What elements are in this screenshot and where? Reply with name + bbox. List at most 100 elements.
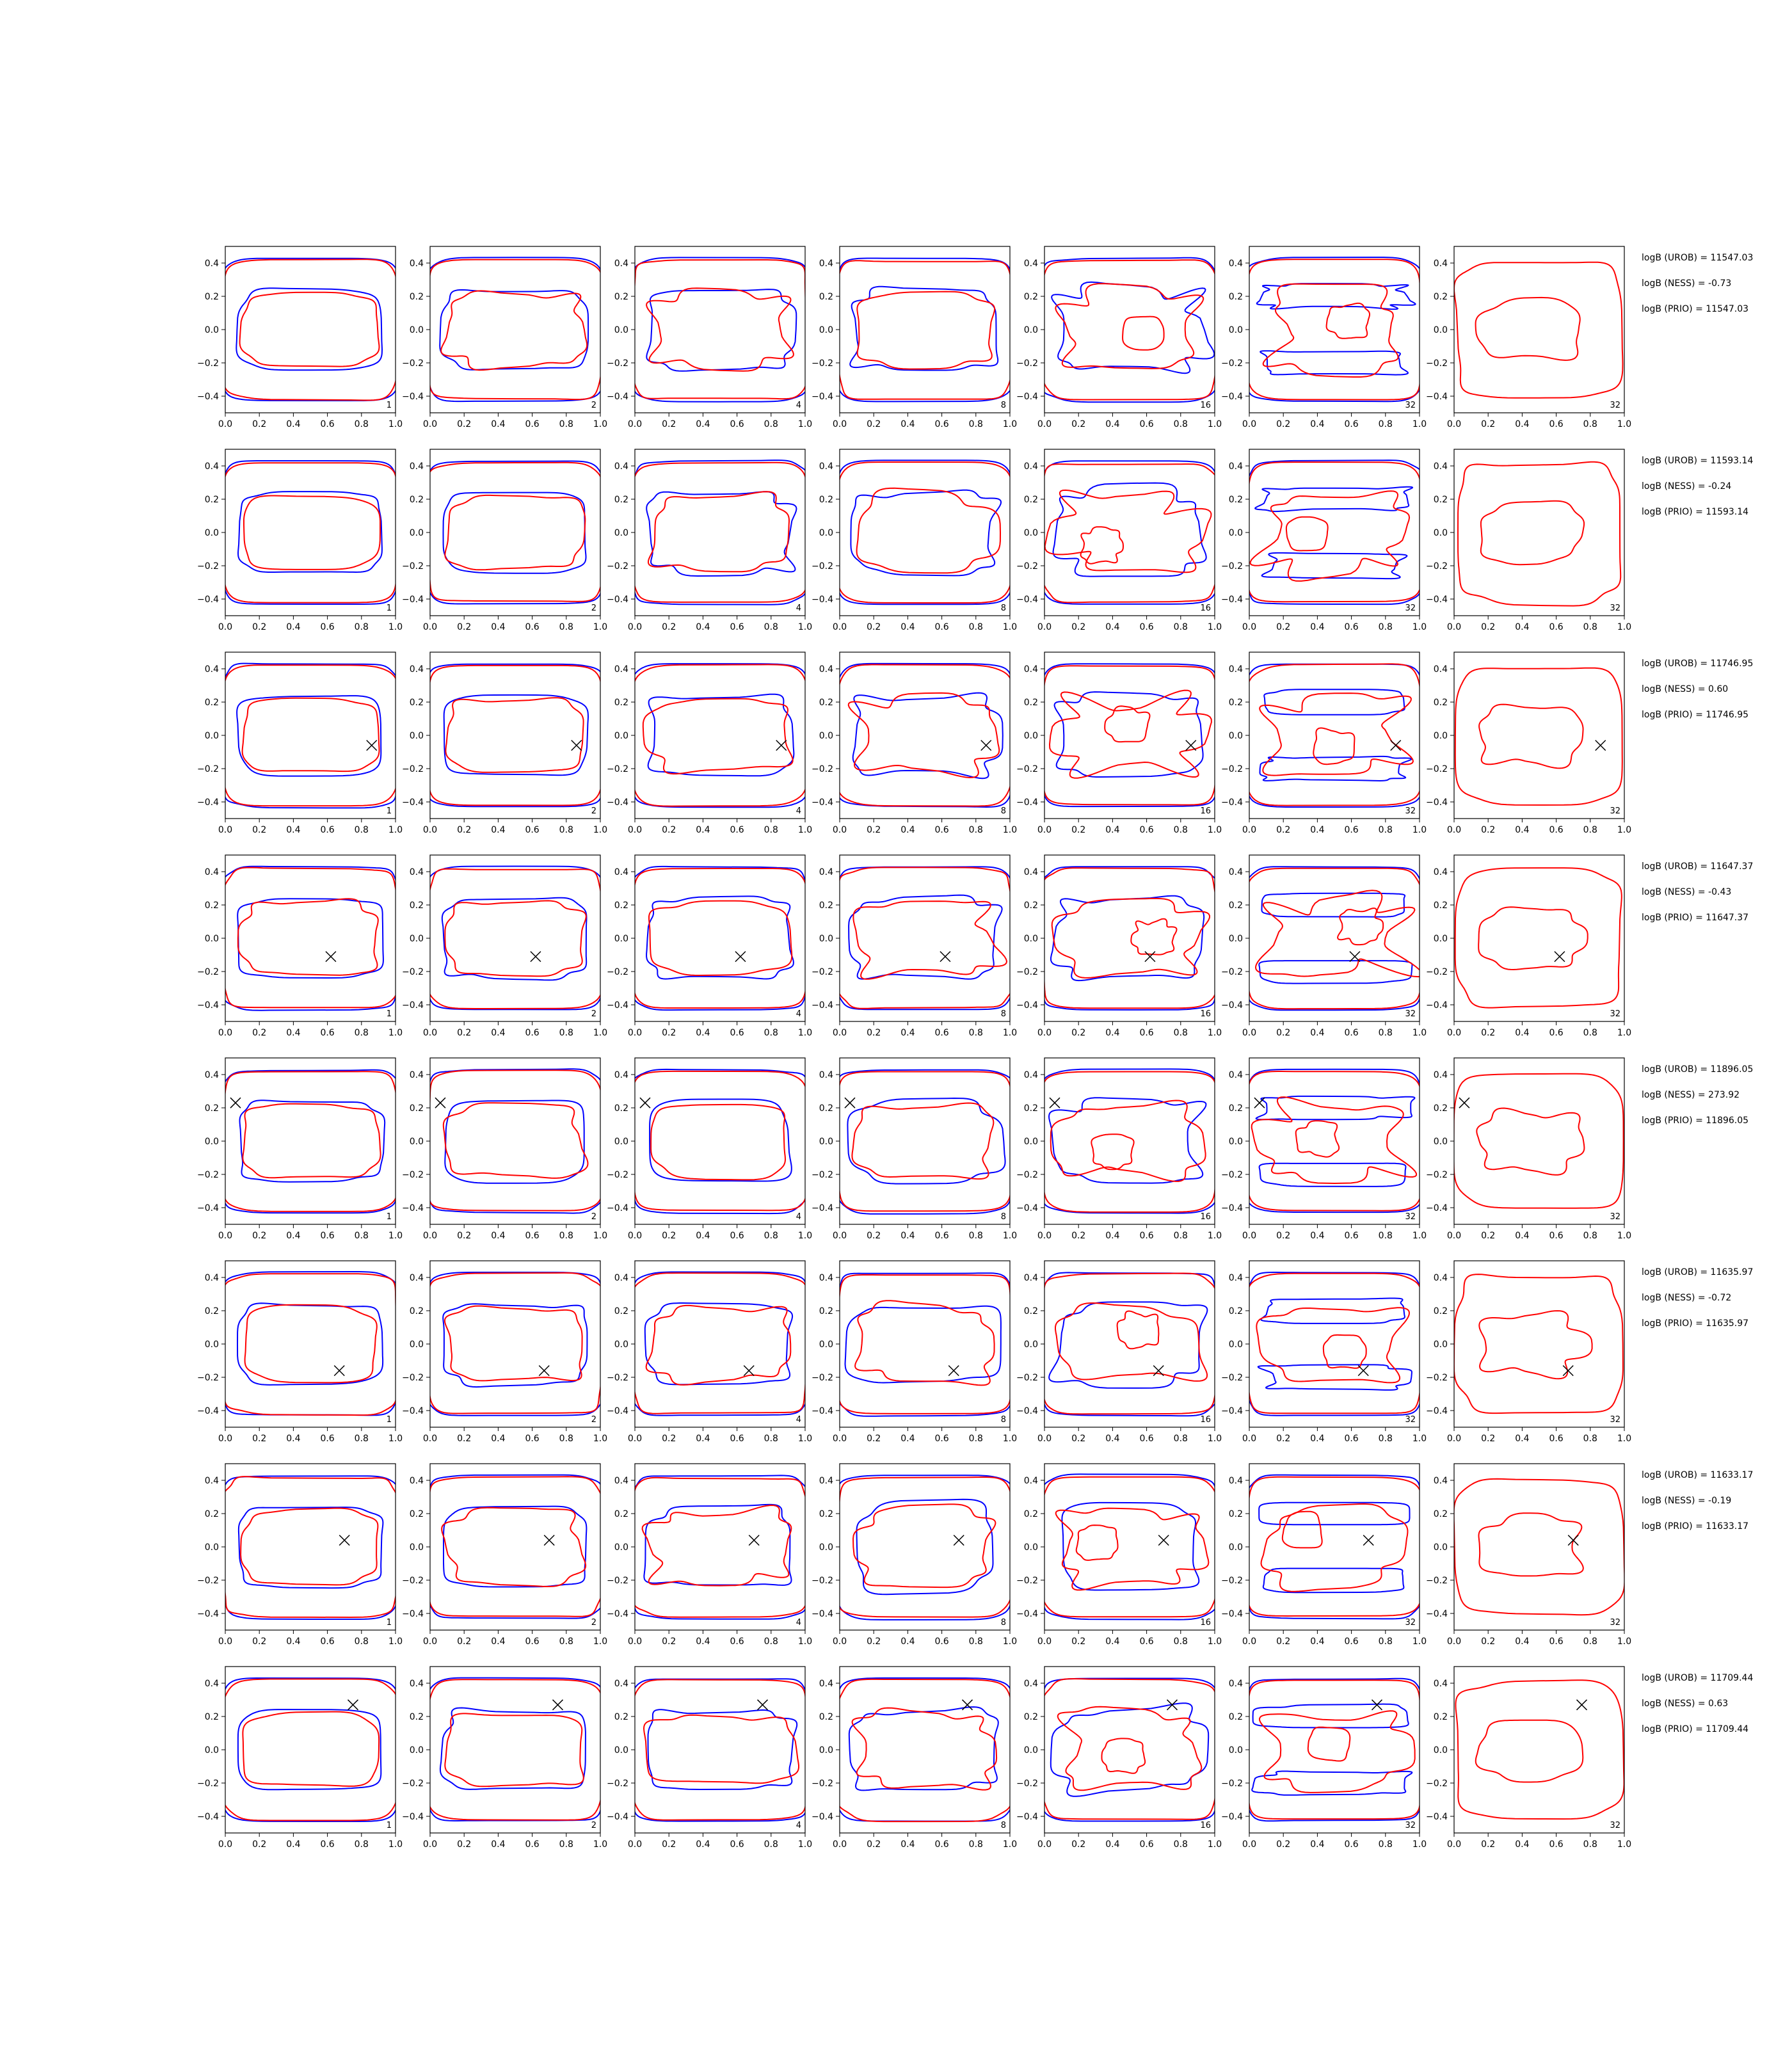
blue-contour-outer <box>1044 1068 1215 1214</box>
y-tick-label: −0.2 <box>607 1170 628 1180</box>
y-tick-label: −0.2 <box>1016 764 1038 774</box>
contours <box>1249 663 1420 808</box>
blue-contour-inner <box>644 1302 794 1386</box>
x-tick-label: 1.0 <box>1617 825 1631 835</box>
x-tick-label: 0.0 <box>423 1434 437 1444</box>
red-contour-blob <box>1104 705 1151 743</box>
x-tick-label: 0.8 <box>355 1028 369 1038</box>
red-contour-outer <box>225 1476 396 1619</box>
x-tick-label: 0.8 <box>559 1231 573 1241</box>
panel-r1-c4: 0.0 0.2 0.4 0.6 0.8 1.0 0.4 0.2 0.0 −0.2 −0.4 8 <box>812 246 1017 429</box>
y-tick-label: −0.2 <box>402 358 424 369</box>
axes-frame <box>1249 652 1420 819</box>
x-tick-label: 1.0 <box>1208 1028 1222 1038</box>
x-tick-label: 0.0 <box>1447 825 1461 835</box>
y-tick-label: −0.2 <box>1016 1576 1038 1586</box>
y-tick-label: −0.2 <box>197 967 219 977</box>
x-tick-label: 0.0 <box>218 419 232 429</box>
y-tick-label: 0.2 <box>1024 900 1038 911</box>
contours <box>225 865 396 1011</box>
y-tick-label: 0.0 <box>1434 1745 1448 1756</box>
y-tick-label: 0.0 <box>1024 1745 1038 1756</box>
axes-frame <box>1249 1463 1420 1631</box>
contours <box>430 1272 600 1416</box>
contours <box>430 460 600 605</box>
red-contour-inner <box>1055 283 1204 369</box>
x-tick-label: 0.6 <box>1344 1434 1358 1444</box>
panel-r6-c6: 0.0 0.2 0.4 0.6 0.8 1.0 0.4 0.2 0.0 −0.2 −0.4 32 <box>1221 1260 1427 1444</box>
y-tick-label: 0.0 <box>1229 1745 1243 1756</box>
x-tick-label: 0.2 <box>457 1839 471 1850</box>
y-tick-label: −0.2 <box>1426 764 1448 774</box>
panel-number: 2 <box>591 401 596 410</box>
x-tick-label: 0.2 <box>252 622 266 632</box>
x-tick-label: 0.8 <box>1583 622 1597 632</box>
x-tick-label: 0.2 <box>867 622 881 632</box>
blue-contour-band-top <box>1254 486 1414 513</box>
y-tick-label: −0.2 <box>607 1779 628 1789</box>
y-tick-label: −0.2 <box>402 561 424 572</box>
x-tick-label: 1.0 <box>1617 1636 1631 1647</box>
contours <box>840 1272 1010 1417</box>
y-tick-label: 0.2 <box>410 900 424 911</box>
contours <box>1044 866 1215 1011</box>
x-tick-label: 0.6 <box>1139 825 1153 835</box>
y-tick-label: −0.2 <box>1016 561 1038 572</box>
y-tick-label: −0.4 <box>1221 1000 1243 1011</box>
panel-number: 32 <box>1405 604 1416 613</box>
panel-number: 32 <box>1405 1821 1416 1830</box>
y-tick-label: 0.0 <box>819 1745 833 1756</box>
y-tick-label: −0.2 <box>1426 967 1448 977</box>
x-tick-label: 0.6 <box>525 1028 539 1038</box>
y-tick-label: 0.4 <box>819 664 833 675</box>
red-contour-outer <box>430 1272 600 1414</box>
red-contour-inner <box>1055 1302 1208 1382</box>
y-tick-label: −0.4 <box>812 1000 833 1011</box>
y-tick-label: −0.2 <box>1016 1373 1038 1383</box>
panel-number: 8 <box>1001 401 1006 410</box>
panel-r6-c7: 0.0 0.2 0.4 0.6 0.8 1.0 0.4 0.2 0.0 −0.2 −0.4 32 <box>1426 1260 1631 1444</box>
panel-r7-c6: 0.0 0.2 0.4 0.6 0.8 1.0 0.4 0.2 0.0 −0.2 −0.4 32 <box>1221 1463 1427 1647</box>
x-tick-label: 0.6 <box>730 1434 744 1444</box>
y-tick-label: 0.4 <box>205 664 219 675</box>
x-tick-label: 0.4 <box>1515 1028 1529 1038</box>
x-tick-label: 0.0 <box>628 419 642 429</box>
y-tick-label: 0.4 <box>614 1679 628 1689</box>
axes-frame <box>429 1057 601 1225</box>
y-tick-label: 0.2 <box>410 292 424 302</box>
logb-text: logB (PRIO) = 11633.17 <box>1642 1521 1748 1532</box>
x-tick-label: 0.4 <box>491 1231 505 1241</box>
red-contour-outer <box>1249 1679 1420 1820</box>
axes-frame <box>225 1260 396 1428</box>
marker-x <box>1144 951 1156 963</box>
x-tick-label: 0.8 <box>969 825 983 835</box>
y-tick-label: −0.4 <box>812 1203 833 1213</box>
logb-text: logB (UROB) = 11709.44 <box>1642 1673 1753 1683</box>
red-contour-inner <box>1050 1100 1206 1182</box>
blue-contour-inner <box>239 1100 386 1183</box>
contours <box>1044 1272 1215 1417</box>
x-tick-label: 0.2 <box>252 1434 266 1444</box>
y-tick-label: 0.2 <box>1229 1712 1243 1722</box>
y-tick-label: 0.4 <box>410 664 424 675</box>
x-tick-label: 0.2 <box>867 419 881 429</box>
x-tick-label: 0.8 <box>559 622 573 632</box>
marker-x <box>1363 1535 1374 1546</box>
x-tick-label: 1.0 <box>1208 1434 1222 1444</box>
axes-frame <box>1044 1666 1215 1834</box>
y-tick-label: 0.4 <box>1229 1070 1243 1080</box>
x-tick-label: 0.0 <box>423 1231 437 1241</box>
x-tick-label: 0.4 <box>1105 1839 1119 1850</box>
x-tick-label: 0.2 <box>252 825 266 835</box>
x-tick-label: 0.0 <box>833 1839 847 1850</box>
blue-contour-inner <box>850 489 1002 577</box>
x-tick-label: 0.0 <box>1447 1231 1461 1241</box>
panel-number: 4 <box>796 1009 801 1019</box>
x-tick-label: 0.2 <box>1071 825 1085 835</box>
panel-number: 4 <box>796 806 801 816</box>
x-tick-label: 0.8 <box>1379 1636 1393 1647</box>
x-tick-label: 0.6 <box>525 622 539 632</box>
panel-number: 4 <box>796 1415 801 1425</box>
x-tick-label: 0.8 <box>1583 1434 1597 1444</box>
x-tick-label: 0.0 <box>628 1839 642 1850</box>
